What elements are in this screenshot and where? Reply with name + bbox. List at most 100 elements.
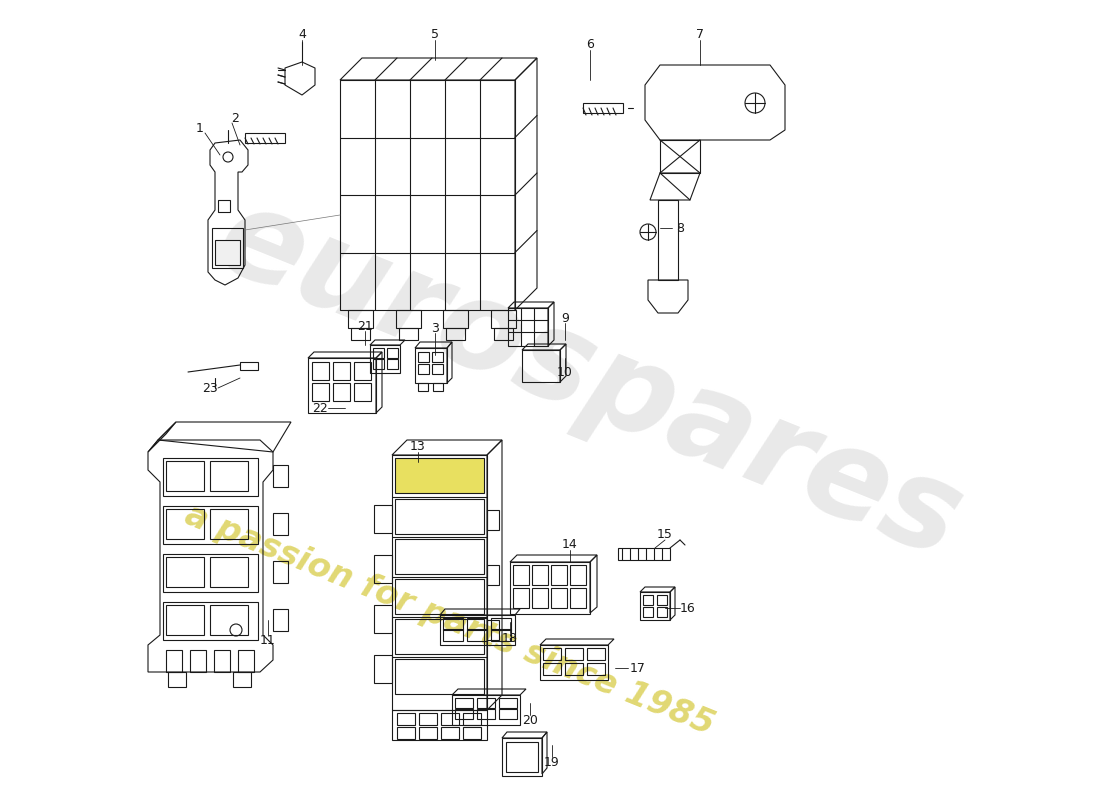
Bar: [273, 561, 288, 583]
Bar: [210, 461, 248, 491]
Bar: [166, 605, 204, 635]
Text: 23: 23: [202, 382, 218, 394]
Bar: [443, 629, 463, 641]
Bar: [163, 554, 258, 592]
Bar: [245, 133, 285, 143]
Bar: [433, 383, 443, 391]
Bar: [565, 648, 583, 660]
Bar: [565, 663, 583, 675]
Text: 22: 22: [312, 402, 328, 414]
Bar: [644, 595, 653, 605]
Bar: [397, 713, 415, 725]
Bar: [468, 618, 487, 630]
Text: 8: 8: [676, 222, 684, 234]
Bar: [487, 565, 499, 585]
Bar: [510, 562, 590, 614]
Bar: [166, 461, 204, 491]
Bar: [499, 709, 517, 719]
Bar: [214, 240, 240, 265]
Bar: [418, 352, 429, 362]
Bar: [551, 565, 566, 585]
Bar: [163, 602, 258, 640]
Bar: [374, 555, 392, 583]
Bar: [506, 742, 538, 772]
Bar: [370, 345, 400, 373]
Text: eurospares: eurospares: [201, 176, 979, 584]
Bar: [214, 650, 230, 672]
Bar: [463, 727, 481, 739]
Bar: [392, 455, 487, 710]
Bar: [163, 506, 258, 544]
Bar: [502, 738, 542, 776]
Bar: [354, 362, 371, 380]
Text: 16: 16: [680, 602, 696, 614]
Text: 20: 20: [522, 714, 538, 726]
Bar: [441, 713, 459, 725]
Bar: [273, 465, 288, 487]
Bar: [570, 565, 586, 585]
Bar: [166, 650, 182, 672]
Bar: [455, 698, 473, 708]
Bar: [644, 607, 653, 617]
Bar: [447, 328, 465, 340]
Bar: [166, 557, 204, 587]
Bar: [233, 672, 251, 687]
Bar: [340, 80, 515, 310]
Text: 15: 15: [657, 529, 673, 542]
Bar: [587, 663, 605, 675]
Bar: [351, 328, 370, 340]
Bar: [312, 383, 329, 401]
Bar: [374, 505, 392, 533]
Text: 1: 1: [196, 122, 204, 134]
Bar: [163, 458, 258, 496]
Text: 21: 21: [358, 319, 373, 333]
Bar: [273, 609, 288, 631]
Bar: [618, 548, 670, 560]
Bar: [395, 619, 484, 654]
Text: 14: 14: [562, 538, 578, 551]
Bar: [373, 359, 384, 369]
Bar: [657, 595, 667, 605]
Bar: [218, 200, 230, 212]
Bar: [513, 565, 529, 585]
Bar: [658, 200, 678, 280]
Bar: [395, 539, 484, 574]
Bar: [373, 348, 384, 358]
Bar: [543, 648, 561, 660]
Text: 4: 4: [298, 29, 306, 42]
Text: 9: 9: [561, 311, 569, 325]
Text: 17: 17: [630, 662, 646, 674]
Bar: [392, 710, 487, 740]
Bar: [513, 588, 529, 608]
Bar: [395, 659, 484, 694]
Bar: [441, 727, 459, 739]
Bar: [418, 383, 428, 391]
Bar: [374, 655, 392, 683]
Text: 13: 13: [410, 441, 426, 454]
Bar: [499, 698, 517, 708]
Bar: [312, 362, 329, 380]
Bar: [348, 310, 373, 328]
Bar: [396, 310, 420, 328]
Text: 5: 5: [431, 29, 439, 42]
Text: 3: 3: [431, 322, 439, 334]
Bar: [508, 308, 548, 346]
Bar: [551, 588, 566, 608]
Bar: [395, 499, 484, 534]
Bar: [210, 557, 248, 587]
Bar: [395, 579, 484, 614]
Text: 2: 2: [231, 111, 239, 125]
Bar: [487, 620, 499, 640]
Bar: [238, 650, 254, 672]
Bar: [443, 618, 463, 630]
Bar: [397, 727, 415, 739]
Bar: [387, 348, 398, 358]
Bar: [477, 698, 495, 708]
Bar: [463, 713, 481, 725]
Bar: [210, 509, 248, 539]
Bar: [543, 663, 561, 675]
Bar: [333, 383, 350, 401]
Bar: [583, 103, 623, 113]
Bar: [532, 588, 548, 608]
Bar: [387, 359, 398, 369]
